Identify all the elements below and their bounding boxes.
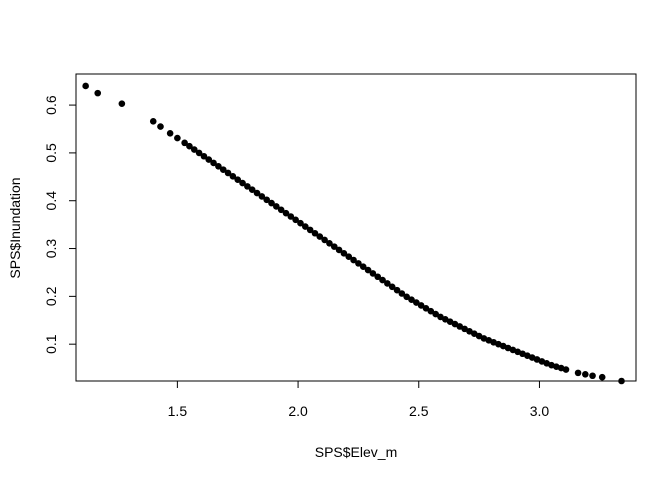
data-point xyxy=(263,196,270,204)
data-point xyxy=(229,173,237,180)
data-point xyxy=(316,233,324,240)
data-point xyxy=(157,123,164,130)
data-point xyxy=(321,236,328,244)
data-point xyxy=(287,213,295,220)
x-axis: 1.5 2.0 2.5 3.0 xyxy=(168,380,550,419)
data-point xyxy=(239,179,246,187)
y-tick-label: 0.2 xyxy=(43,286,59,306)
y-tick-label: 0.6 xyxy=(43,95,59,115)
data-point xyxy=(248,186,256,194)
data-point xyxy=(432,310,439,318)
data-point xyxy=(118,100,126,107)
y-tick-label: 0.5 xyxy=(43,143,59,163)
data-point xyxy=(306,226,314,234)
data-point xyxy=(244,183,251,190)
data-point xyxy=(335,246,343,254)
data-point xyxy=(562,366,570,373)
data-point xyxy=(408,296,415,304)
data-point xyxy=(413,299,420,306)
data-point xyxy=(186,142,193,150)
data-point xyxy=(589,372,596,380)
data-point xyxy=(326,239,333,247)
plot-frame xyxy=(75,73,637,382)
data-point xyxy=(340,250,348,257)
x-tick-label: 1.5 xyxy=(168,403,188,419)
data-point xyxy=(574,369,582,377)
x-tick-label: 2.5 xyxy=(409,403,429,419)
data-point xyxy=(253,189,261,197)
data-points xyxy=(82,82,625,385)
data-point xyxy=(384,280,391,287)
data-point xyxy=(94,89,102,97)
data-point xyxy=(345,253,353,260)
data-point xyxy=(277,206,285,214)
data-point xyxy=(166,129,174,137)
data-point xyxy=(379,276,386,284)
x-axis-label: SPS$Elev_m xyxy=(315,444,397,460)
y-tick-label: 0.1 xyxy=(43,334,59,354)
data-point xyxy=(598,373,606,381)
data-point xyxy=(403,293,410,301)
x-tick-label: 3.0 xyxy=(530,403,550,419)
data-point xyxy=(393,286,401,294)
data-point xyxy=(205,156,213,163)
data-point xyxy=(234,176,242,183)
data-point xyxy=(422,305,430,312)
data-point xyxy=(273,203,280,210)
data-point xyxy=(330,243,338,250)
data-point xyxy=(427,307,435,315)
data-point xyxy=(417,302,425,309)
data-point xyxy=(174,134,181,142)
data-point xyxy=(224,169,232,177)
data-point xyxy=(302,223,309,230)
x-tick-label: 2.0 xyxy=(288,403,308,419)
data-point xyxy=(618,377,625,385)
data-point xyxy=(359,263,367,271)
data-point xyxy=(215,162,222,170)
data-point xyxy=(398,290,406,297)
data-point xyxy=(292,216,299,224)
data-point xyxy=(210,159,217,167)
data-point xyxy=(190,146,198,153)
data-point xyxy=(200,152,208,160)
y-axis: 0.1 0.2 0.3 0.4 0.5 0.6 xyxy=(43,95,77,354)
data-point xyxy=(219,166,227,173)
y-tick-label: 0.3 xyxy=(43,239,59,259)
data-point xyxy=(582,371,589,378)
data-point xyxy=(369,270,377,277)
data-point xyxy=(195,149,203,157)
data-point xyxy=(282,209,290,217)
data-point xyxy=(311,229,319,237)
data-point xyxy=(388,283,396,291)
data-point xyxy=(364,266,372,274)
data-point xyxy=(355,260,362,267)
data-point xyxy=(297,219,304,227)
data-point xyxy=(268,199,275,207)
data-point xyxy=(181,139,188,147)
data-point xyxy=(374,273,382,281)
data-point xyxy=(82,82,89,90)
y-tick-label: 0.4 xyxy=(43,191,59,211)
y-axis-label: SPS$Inundation xyxy=(7,177,23,278)
data-point xyxy=(350,256,357,264)
data-point xyxy=(149,118,157,125)
data-point xyxy=(258,193,266,200)
